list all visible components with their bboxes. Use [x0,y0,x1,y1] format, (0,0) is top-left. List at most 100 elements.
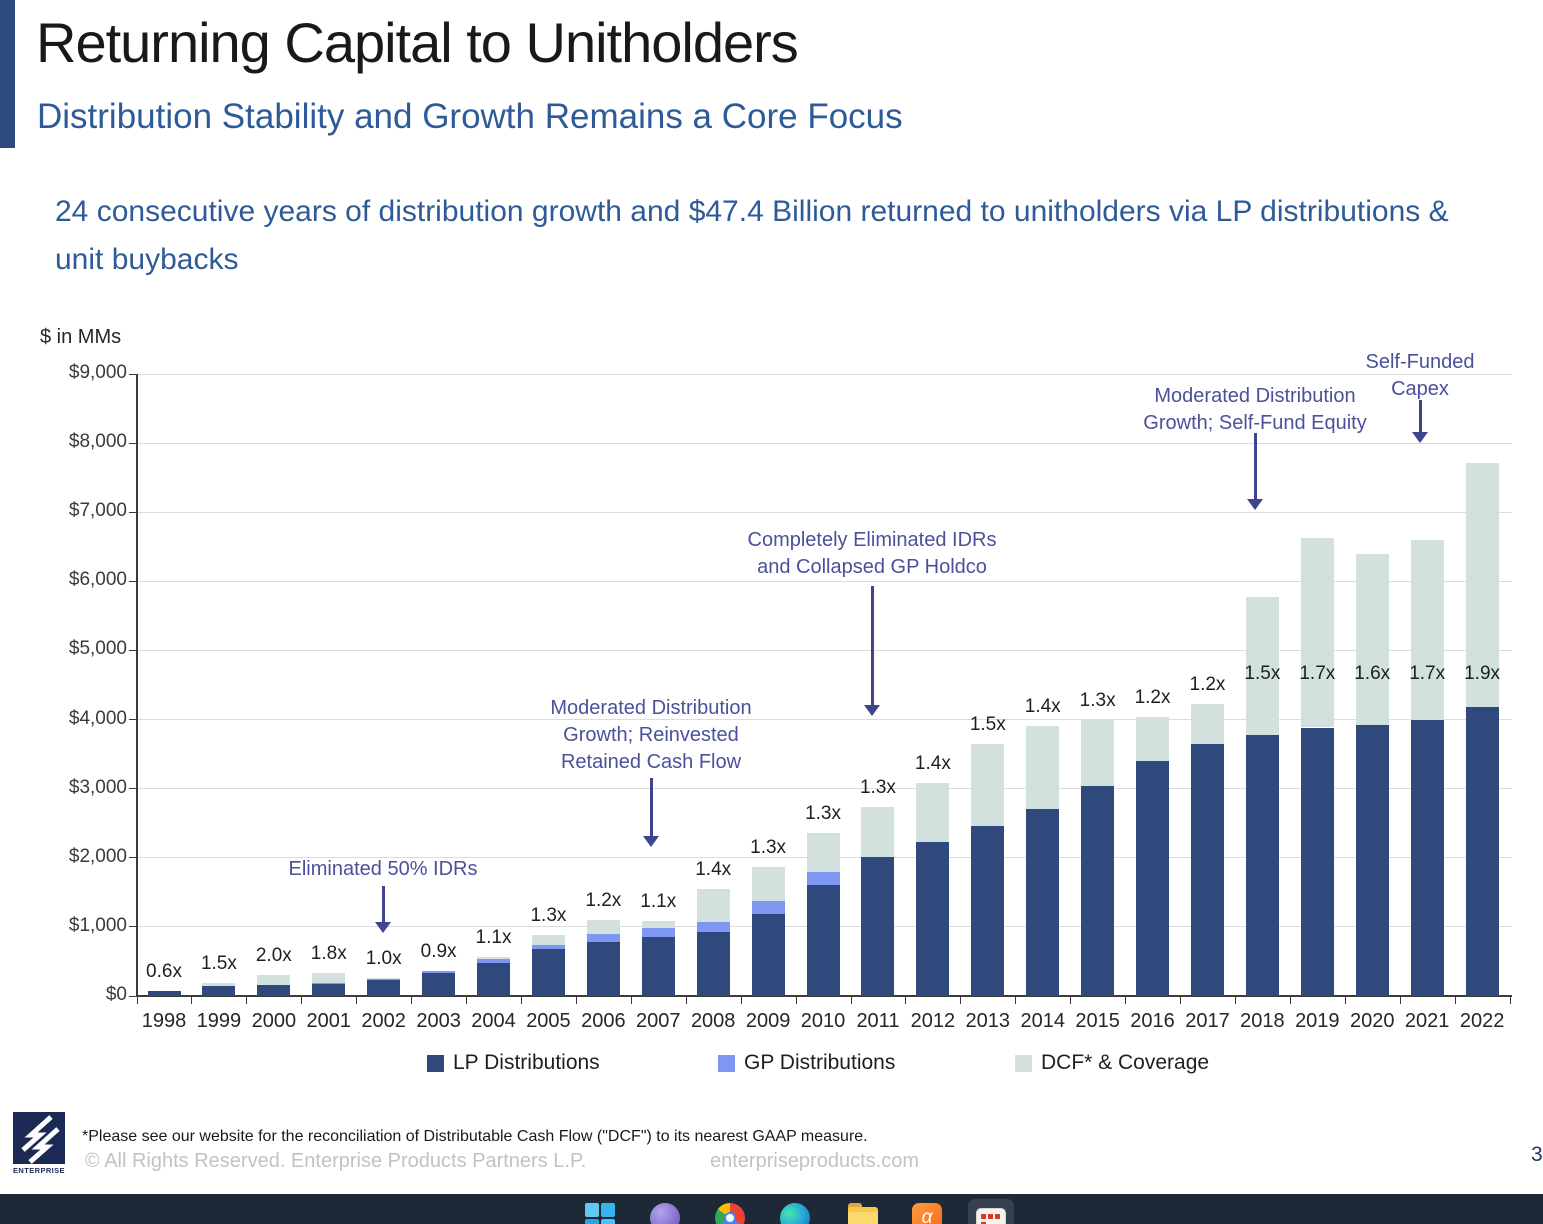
bar-segment-dcf-2002 [367,977,401,979]
coverage-ratio-label-2007: 1.1x [640,891,677,912]
file-explorer-icon[interactable] [848,1203,880,1224]
slide-title: Returning Capital to Unitholders [36,11,799,74]
y-axis-units-label: $ in MMs [40,326,122,348]
bar-segment-dcf-2005 [531,935,565,945]
bar-segment-gp-2010 [806,872,840,886]
x-axis-tick [1015,997,1017,1004]
annotation-arrow-completely-eliminated [870,586,874,705]
x-axis-tick [575,997,577,1004]
gridline [137,649,1512,651]
bar-segment-gp-2004 [477,959,511,963]
y-axis-tick [129,857,136,859]
bar-segment-lp-2013 [971,826,1005,996]
x-axis-label-2004: 2004 [471,1010,516,1032]
coverage-ratio-label-2018: 1.5x [1244,663,1281,684]
y-axis-tick [129,373,136,375]
bar-segment-dcf-2000 [257,974,291,985]
gridline [137,373,1512,375]
x-axis-label-2016: 2016 [1130,1010,1175,1032]
windows-start-icon[interactable] [585,1203,617,1224]
bar-segment-lp-2020 [1355,725,1389,996]
annotation-arrow-head-self-funded-capex [1412,432,1428,443]
coverage-ratio-label-2021: 1.7x [1409,663,1446,684]
bar-segment-gp-2005 [531,944,565,950]
annotation-moderated-selffund: Moderated Distribution Growth; Self-Fund … [1143,385,1367,434]
bar-segment-dcf-2016 [1136,717,1170,762]
chart-legend: LP Distributions GP Distributions DCF* &… [0,1048,1543,1078]
bar-segment-dcf-2019 [1300,537,1334,728]
coverage-ratio-label-2000: 2.0x [255,944,292,966]
x-axis-label-2022: 2022 [1459,1010,1505,1032]
gridline [137,719,1512,721]
x-axis-label-2003: 2003 [416,1010,461,1032]
annotation-arrow-head-eliminated-idrs [375,922,391,933]
bar-segment-gp-2006 [586,934,620,943]
office-app-icon[interactable]: α [912,1203,944,1224]
gridline [137,511,1512,513]
coverage-ratio-label-2002: 1.0x [365,947,402,969]
y-axis-label: $5,000 [68,638,127,660]
bar-segment-lp-2021 [1410,720,1444,996]
bar-segment-lp-2006 [586,942,620,996]
website-text: enterpriseproducts.com [710,1150,919,1172]
bar-segment-dcf-2004 [477,956,511,960]
x-axis-label-2017: 2017 [1185,1010,1230,1032]
coverage-ratio-label-1999: 1.5x [200,952,237,974]
x-axis-label-2021: 2021 [1404,1010,1450,1032]
x-axis-label-2012: 2012 [910,1010,956,1032]
legend-label-dcf: DCF* & Coverage [1041,1051,1210,1074]
enterprise-logo: ENTERPRISE [13,1112,65,1176]
bar-segment-dcf-1999 [202,982,236,986]
x-axis-tick [246,997,248,1004]
bar-segment-lp-2019 [1300,727,1334,996]
y-axis-label: $1,000 [68,914,127,936]
edge-icon[interactable] [780,1203,812,1224]
enterprise-logo-text: ENTERPRISE [13,1166,65,1175]
dcf-coverage-swatch [1015,1054,1032,1072]
x-axis-label-1998: 1998 [141,1010,187,1032]
bar-segment-dcf-2021 [1410,539,1444,721]
coverage-ratio-label-2008: 1.4x [695,859,732,881]
annotation-completely-eliminated: Completely Eliminated IDRs and Collapsed … [747,529,997,578]
bar-segment-dcf-2007 [641,921,675,928]
coverage-ratio-label-2012: 1.4x [914,753,951,775]
bar-segment-dcf-2006 [586,919,620,935]
coverage-ratio-label-2003: 0.9x [420,941,457,963]
y-axis-tick [129,788,136,790]
presentation-app-icon[interactable] [968,1203,1014,1224]
y-axis-label: $0 [105,984,127,1005]
chrome-icon[interactable] [715,1203,747,1224]
bar-segment-dcf-2012 [916,783,950,843]
bar-segment-lp-2017 [1190,744,1224,996]
x-axis-label-2013: 2013 [965,1010,1011,1032]
x-axis-tick [1399,997,1401,1004]
x-axis-tick [850,997,852,1004]
bar-segment-dcf-2017 [1190,704,1224,745]
windows-taskbar[interactable]: α [0,1194,1543,1224]
coverage-ratio-label-2005: 1.3x [530,905,567,927]
x-axis-tick [1344,997,1346,1004]
y-axis-label: $4,000 [68,707,127,729]
y-axis-tick [129,511,136,513]
x-axis-tick [1070,997,1072,1004]
x-axis-label-2001: 2001 [306,1010,352,1032]
x-axis-tick [740,997,742,1004]
y-axis-tick [129,995,136,997]
copilot-icon[interactable] [650,1203,682,1224]
x-axis-label-2005: 2005 [526,1010,571,1032]
bar-segment-dcf-2015 [1081,719,1115,787]
y-axis-label: $7,000 [68,500,127,522]
x-axis-tick [411,997,413,1004]
annotation-arrow-eliminated-idrs [381,886,385,922]
bar-segment-gp-2009 [751,900,785,914]
bar-segment-dcf-2018 [1245,596,1279,736]
x-axis-tick [1234,997,1236,1004]
annotation-arrow-moderated-reinvested [649,778,653,836]
x-axis-tick [191,997,193,1004]
bar-segment-lp-2008 [696,931,730,996]
y-axis-tick [129,580,136,582]
bar-segment-dcf-2008 [696,889,730,922]
bar-segment-dcf-2020 [1355,553,1389,726]
bar-segment-lp-2018 [1245,735,1279,996]
